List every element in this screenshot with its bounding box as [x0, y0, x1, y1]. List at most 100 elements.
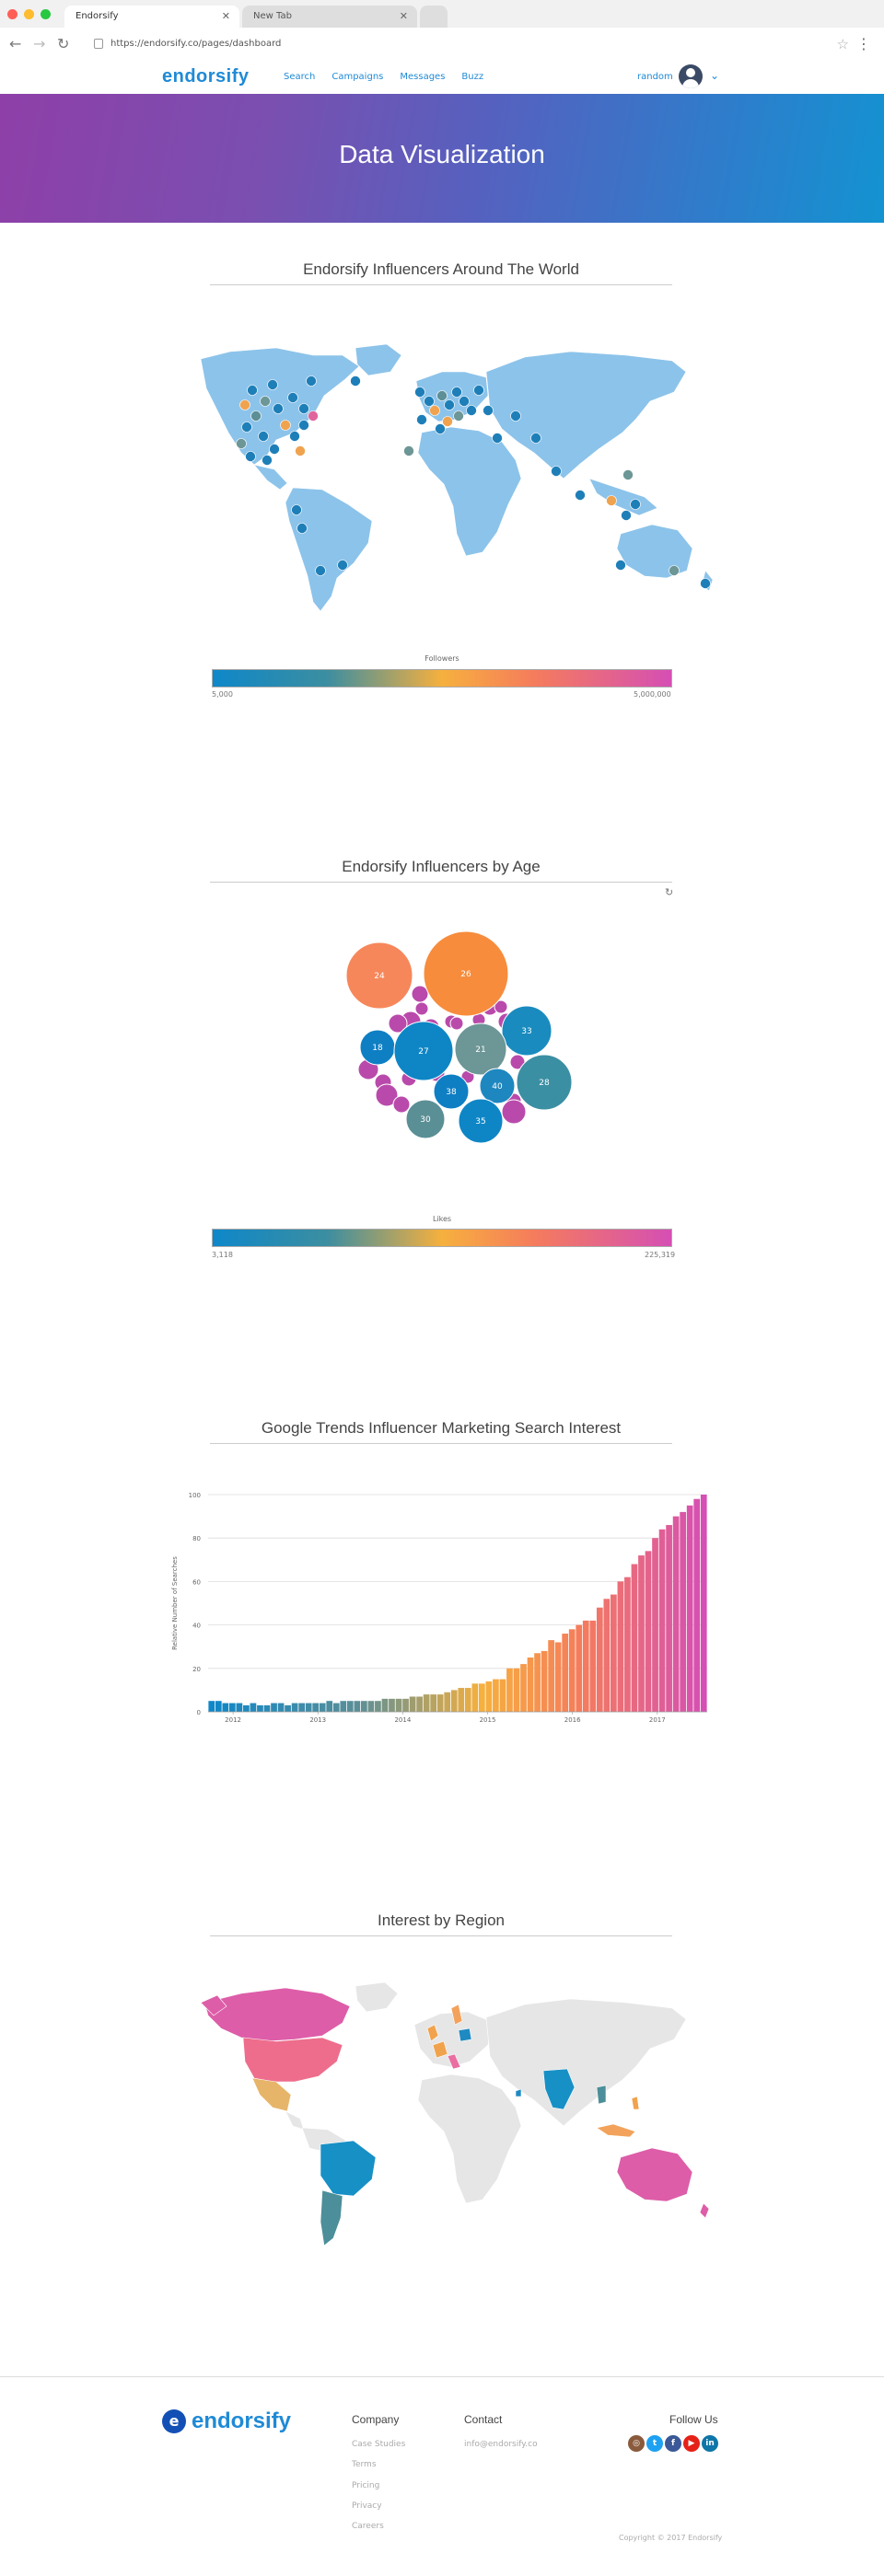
twitter-icon[interactable]: t — [646, 2435, 663, 2452]
bubble-age-26[interactable] — [423, 930, 509, 1017]
bubble-small[interactable] — [388, 1013, 408, 1034]
trend-bar[interactable] — [693, 1498, 701, 1712]
nav-link-buzz[interactable]: Buzz — [461, 72, 484, 82]
influencer-dot[interactable] — [295, 445, 306, 456]
influencer-dot[interactable] — [260, 396, 271, 407]
trend-bar[interactable] — [215, 1701, 222, 1712]
trend-bar[interactable] — [680, 1511, 687, 1712]
influencer-dot[interactable] — [250, 410, 262, 422]
bubble-small[interactable] — [494, 999, 508, 1014]
bubble-small[interactable] — [392, 1095, 411, 1114]
influencer-dot[interactable] — [267, 379, 278, 390]
bookmark-star-icon[interactable]: ☆ — [836, 36, 849, 52]
trend-bar[interactable] — [243, 1704, 250, 1712]
influencer-dot[interactable] — [337, 560, 348, 571]
footer-link-careers[interactable]: Careers — [352, 2522, 384, 2531]
forward-icon[interactable]: → — [33, 35, 46, 52]
trend-bar[interactable] — [562, 1634, 569, 1712]
refresh-icon[interactable]: ↻ — [665, 886, 673, 898]
influencer-dot[interactable] — [273, 403, 284, 414]
trend-bar[interactable] — [346, 1701, 354, 1712]
bubble-age-24[interactable] — [345, 941, 413, 1010]
influencer-dot[interactable] — [459, 396, 470, 407]
trend-bar[interactable] — [471, 1683, 479, 1712]
influencer-dot[interactable] — [473, 385, 484, 396]
chevron-down-icon[interactable]: ⌄ — [710, 69, 720, 82]
close-tab-icon[interactable]: ✕ — [221, 10, 230, 22]
username[interactable]: random — [637, 72, 673, 82]
influencer-dot[interactable] — [615, 560, 626, 571]
trend-bar[interactable] — [596, 1607, 603, 1712]
bubble-small[interactable] — [414, 1001, 429, 1016]
trend-bar[interactable] — [534, 1653, 541, 1712]
trend-bar[interactable] — [478, 1683, 485, 1712]
trend-bar[interactable] — [638, 1555, 645, 1712]
trend-bar[interactable] — [416, 1696, 423, 1712]
trend-bar[interactable] — [576, 1624, 583, 1712]
bubble-age-35[interactable] — [458, 1098, 504, 1144]
influencer-dot[interactable] — [241, 422, 252, 433]
nav-link-messages[interactable]: Messages — [400, 72, 446, 82]
avatar[interactable] — [679, 64, 703, 88]
trend-bar[interactable] — [611, 1594, 617, 1712]
trend-bar[interactable] — [263, 1704, 271, 1712]
trend-bar[interactable] — [298, 1703, 305, 1712]
footer-link-pricing[interactable]: Pricing — [352, 2481, 380, 2490]
influencer-dot[interactable] — [551, 466, 562, 477]
influencer-dot[interactable] — [492, 433, 503, 444]
trend-bar[interactable] — [285, 1704, 291, 1712]
influencer-dot[interactable] — [435, 423, 446, 434]
trend-bar[interactable] — [541, 1650, 548, 1712]
trend-bar[interactable] — [312, 1703, 320, 1712]
trend-bar[interactable] — [354, 1701, 361, 1712]
trend-bar[interactable] — [513, 1668, 520, 1712]
influencer-dot[interactable] — [442, 416, 453, 427]
footer-link-case-studies[interactable]: Case Studies — [352, 2440, 406, 2449]
trend-bar[interactable] — [464, 1688, 471, 1712]
trend-bar[interactable] — [520, 1664, 527, 1712]
trend-bar[interactable] — [631, 1564, 638, 1712]
influencer-dot[interactable] — [306, 375, 317, 387]
trend-bar[interactable] — [624, 1577, 631, 1712]
influencer-dot[interactable] — [258, 431, 269, 442]
trend-bar[interactable] — [603, 1599, 611, 1712]
bubble-age-33[interactable] — [501, 1005, 552, 1057]
close-window-icon[interactable] — [7, 9, 17, 19]
trend-bar[interactable] — [527, 1658, 534, 1712]
bubble-small[interactable] — [449, 1016, 464, 1031]
reload-icon[interactable]: ↻ — [57, 35, 70, 52]
trend-bar[interactable] — [485, 1681, 493, 1712]
trend-bar[interactable] — [444, 1692, 451, 1712]
nav-link-campaigns[interactable]: Campaigns — [332, 72, 384, 82]
trend-bar[interactable] — [658, 1529, 666, 1712]
influencer-dot[interactable] — [700, 578, 711, 589]
bubble-age-27[interactable] — [393, 1021, 454, 1081]
trend-bar[interactable] — [340, 1701, 347, 1712]
maximize-window-icon[interactable] — [41, 9, 51, 19]
influencer-dot[interactable] — [315, 565, 326, 576]
trend-bar[interactable] — [493, 1679, 499, 1712]
influencer-dot[interactable] — [606, 495, 617, 506]
influencer-dot[interactable] — [575, 490, 586, 501]
influencer-dot[interactable] — [297, 523, 308, 534]
influencer-dot[interactable] — [451, 387, 462, 398]
bubble-age-40[interactable] — [479, 1068, 516, 1104]
trend-bar[interactable] — [409, 1696, 416, 1712]
trend-bar[interactable] — [389, 1698, 395, 1712]
trend-bar[interactable] — [582, 1620, 589, 1712]
influencer-dot[interactable] — [350, 375, 361, 387]
trend-bar[interactable] — [326, 1701, 333, 1712]
trend-bar[interactable] — [271, 1703, 277, 1712]
bubble-age-38[interactable] — [433, 1073, 470, 1110]
influencer-dot[interactable] — [262, 455, 273, 466]
influencer-dot[interactable] — [622, 469, 634, 480]
trend-bar[interactable] — [700, 1495, 707, 1712]
trend-bar[interactable] — [568, 1629, 576, 1712]
influencer-dot[interactable] — [453, 410, 464, 422]
trend-bar[interactable] — [666, 1525, 672, 1712]
trend-bar[interactable] — [430, 1694, 437, 1712]
linkedin-icon[interactable]: in — [702, 2435, 718, 2452]
influencer-dot[interactable] — [444, 399, 455, 410]
influencer-dot[interactable] — [245, 451, 256, 462]
trend-bar[interactable] — [458, 1688, 465, 1712]
